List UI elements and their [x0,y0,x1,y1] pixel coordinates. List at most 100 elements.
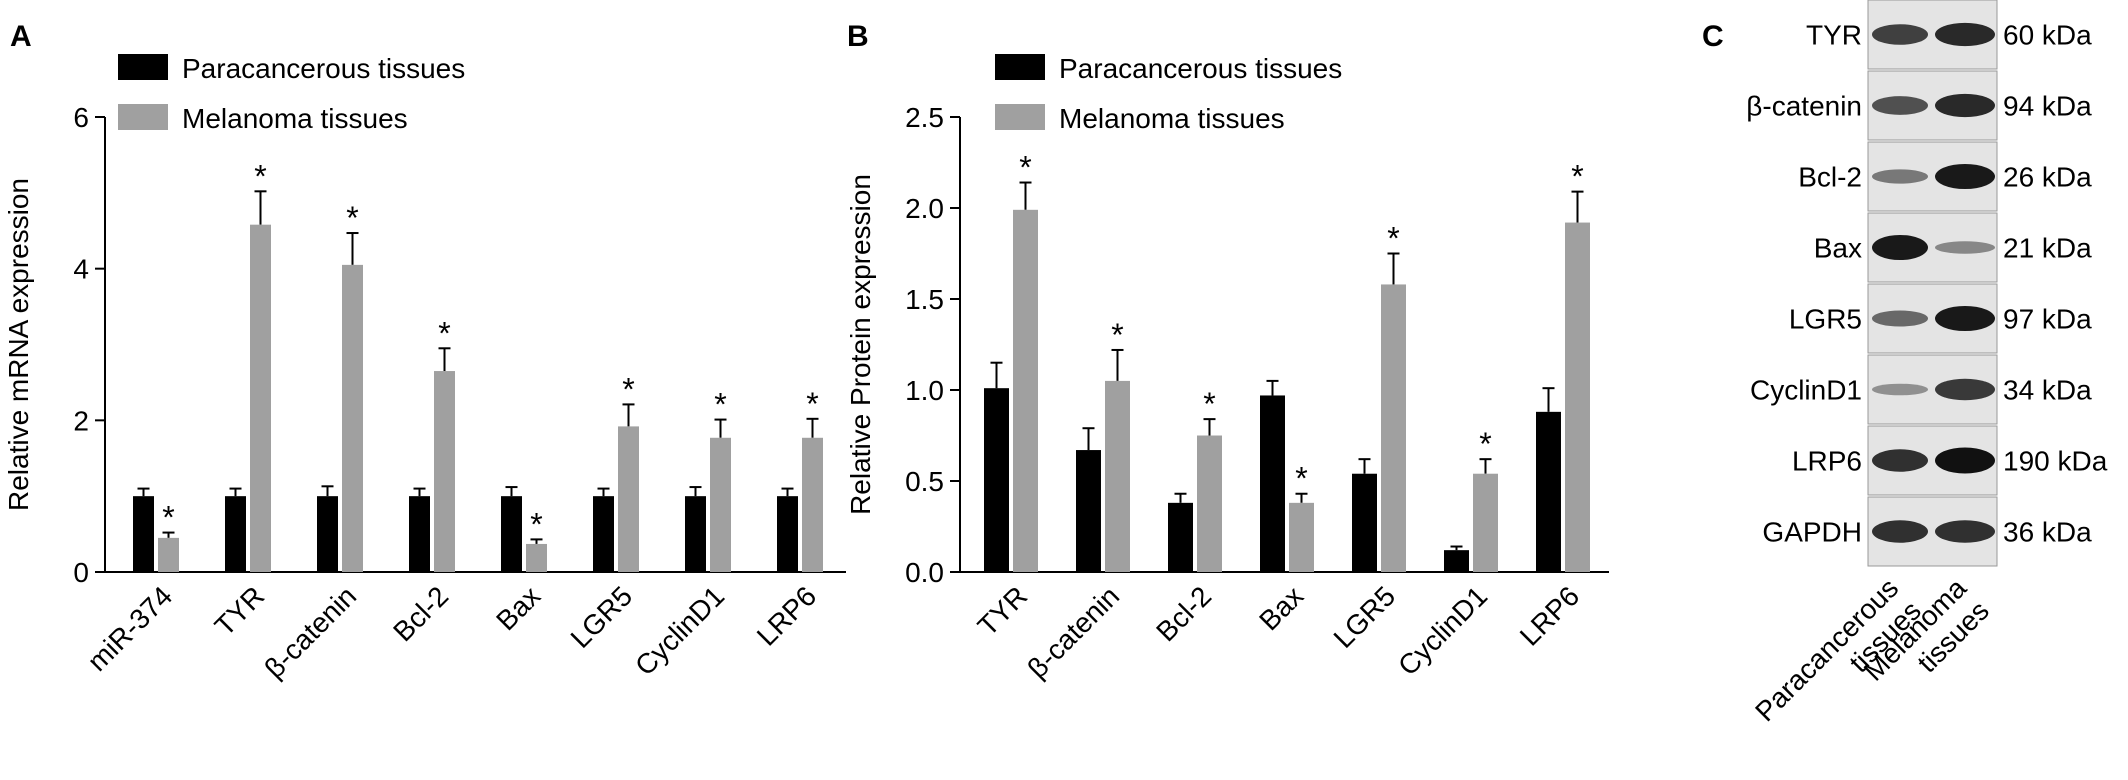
blot-strip-border [1867,496,1998,567]
bar-para [1260,395,1285,572]
blot-size-label: 36 kDa [2003,517,2092,548]
band-melanoma [1935,378,1995,401]
x-tick-label: LGR5 [565,580,639,654]
bar-para [1352,473,1377,572]
significance-marker: * [1019,150,1031,186]
chart-b: 0.0 0.5 1.0 1.5 2.0 2.5 Relative Protein expre… [845,53,1609,684]
bar-para [1076,450,1101,572]
legend-label-paracancerous: Paracancerous tissues [182,53,465,84]
y-tick-label: 1.0 [905,375,944,406]
x-tick-label: Bcl-2 [1150,580,1217,647]
y-tick-label: 2.0 [905,193,944,224]
band-melanoma [1935,305,1995,332]
band-melanoma [1935,447,1995,474]
blot-strip-border [1867,141,1998,212]
significance-marker: * [530,506,542,542]
blot-protein-label: Bax [1814,233,1862,264]
legend-label-melanoma: Melanoma tissues [1059,103,1285,134]
legend-swatch-paracancerous [995,54,1045,80]
y-tick-label: 0.0 [905,557,944,588]
x-tick-label: LGR5 [1328,580,1402,654]
panel-label-b: B [847,20,869,53]
bar-para [133,496,154,572]
x-tick-label: Bcl-2 [387,580,454,647]
blot-strip-border [1867,354,1998,425]
legend-swatch-melanoma [118,104,168,130]
y-tick-label: 1.5 [905,284,944,315]
panel-label-c: C [1702,20,1724,53]
band-melanoma [1935,163,1995,190]
bar-mel [158,537,179,572]
significance-marker: * [622,371,634,407]
significance-marker: * [346,200,358,236]
blot-protein-label: Bcl-2 [1798,162,1862,193]
blot-protein-label: CyclinD1 [1750,375,1862,406]
band-paracancerous [1872,310,1928,327]
blot-size-label: 60 kDa [2003,20,2092,51]
band-paracancerous [1872,234,1928,261]
band-paracancerous [1872,520,1928,543]
blot-size-label: 21 kDa [2003,233,2092,264]
significance-marker: * [1479,426,1491,462]
panel-label-a: A [10,20,32,53]
y-tick-label: 2.5 [905,102,944,133]
x-tick-label: TYR [972,580,1034,642]
x-tick-label: TYR [209,580,271,642]
band-melanoma [1935,22,1995,47]
blot-size-label: 190 kDa [2003,446,2108,477]
legend-swatch-paracancerous [118,54,168,80]
x-tick-label: LRP6 [751,580,822,651]
bar-mel [250,224,271,572]
band-paracancerous [1872,449,1928,472]
bar-para [1168,502,1193,572]
bar-mel [1473,473,1498,572]
y-tick-label: 6 [73,102,89,133]
bar-para [409,496,430,572]
band-melanoma [1935,93,1995,118]
y-tick-label: 2 [73,405,89,436]
x-tick-label: LRP6 [1514,580,1585,651]
y-axis-label: Relative mRNA expression [3,178,34,511]
band-paracancerous [1872,96,1928,115]
bar-para [317,496,338,572]
bar-mel [526,543,547,572]
bar-para [593,496,614,572]
blot-protein-label: LRP6 [1792,446,1862,477]
significance-marker: * [254,158,266,194]
bar-mel [434,371,455,572]
significance-marker: * [806,386,818,422]
blot-protein-label: β-catenin [1746,91,1862,122]
bar-para [1536,411,1561,572]
blot-strip-border [1867,0,1998,70]
significance-marker: * [1111,317,1123,353]
band-paracancerous [1872,24,1928,45]
bar-mel [618,426,639,572]
bar-mel [342,264,363,572]
chart-a: 0 2 4 6 Relative mRNA expression * miR-374 * TYR… [3,53,846,684]
bar-mel [802,437,823,572]
bar-para [1444,550,1469,572]
x-tick-label: miR-374 [82,580,179,677]
blot-size-label: 97 kDa [2003,304,2092,335]
x-tick-label: CyclinD1 [629,580,730,681]
bar-para [685,496,706,572]
band-paracancerous [1872,383,1928,396]
x-tick-label: CyclinD1 [1392,580,1493,681]
bar-mel [1565,222,1590,572]
y-axis-label: Relative Protein expression [845,174,876,515]
blot-strip-border [1867,425,1998,496]
significance-marker: * [438,315,450,351]
bar-mel [1381,284,1406,572]
bar-mel [710,437,731,572]
x-tick-label: Bax [1253,580,1309,636]
significance-marker: * [162,500,174,536]
x-tick-label: β-catenin [1021,580,1125,684]
bar-mel [1013,209,1038,572]
bar-mel [1197,435,1222,572]
significance-marker: * [1203,386,1215,422]
y-tick-label: 0 [73,557,89,588]
blot-size-label: 94 kDa [2003,91,2092,122]
legend-label-melanoma: Melanoma tissues [182,103,408,134]
blot-strip-border [1867,70,1998,141]
